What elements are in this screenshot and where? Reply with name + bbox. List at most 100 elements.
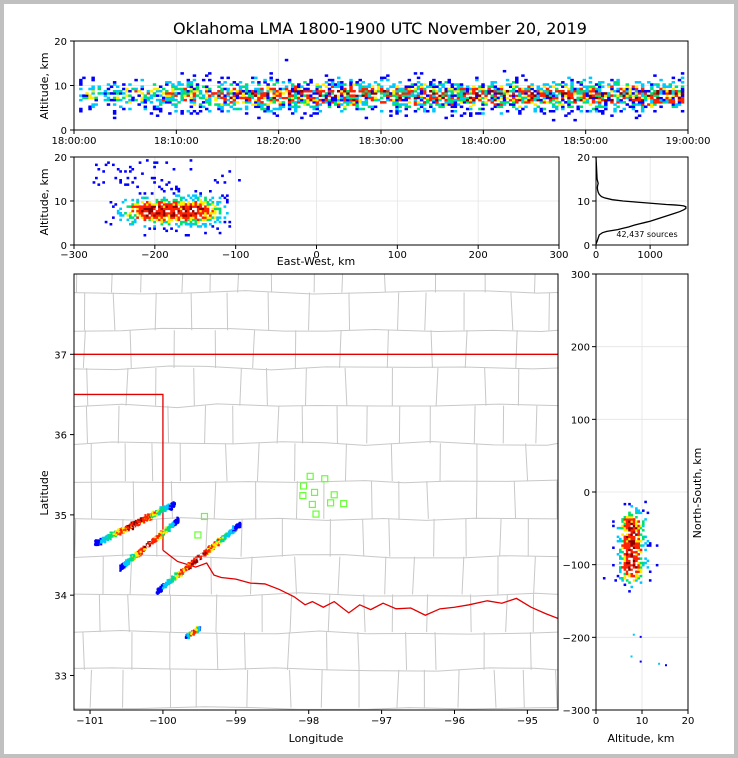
time-height-cell [533,89,537,93]
ew-height-cell [143,218,147,222]
map-source-cell [126,563,129,566]
ns-height-ytick-label: 200 [571,343,590,354]
time-height-cell [490,101,494,104]
ew-height-cell [148,212,152,215]
lma-station-marker [299,492,307,500]
time-height-cell [395,109,399,113]
time-height-cell [318,98,323,102]
time-height-cell [444,94,448,97]
time-height-cell [330,89,335,93]
time-height-cell [607,98,611,102]
time-height-cell [475,87,479,91]
time-height-cell [493,94,498,97]
ns-height-cell [628,550,631,554]
county-boundary [434,632,437,670]
time-height-cell [281,103,286,106]
map-source-cell [177,519,180,522]
time-height-cell [281,81,286,84]
time-height-cell [349,94,353,97]
time-height-cell [343,101,347,104]
time-height-cell [361,103,366,106]
time-height-cell [533,94,537,97]
county-boundary [289,594,293,633]
time-height-cell [137,89,141,93]
map-source-cell [158,508,162,511]
map-source-cell [180,573,183,577]
county-boundary [430,330,433,368]
time-height-cell [300,85,304,89]
time-height-cell [444,92,448,95]
ew-height-cell [160,223,164,226]
time-height-cell [419,94,424,97]
time-height-cell [115,98,120,102]
ns-height-cell [612,520,615,523]
ns-height-cell [628,526,631,530]
time-height-cell [318,103,323,106]
time-height-cell [570,101,574,104]
time-height-cell [168,81,172,84]
ns-height-cell [623,546,627,549]
time-height-cell [521,101,525,104]
time-height-cell [481,89,485,93]
ns-height-cell [639,550,643,554]
time-height-cell [484,92,488,95]
ns-height-cell [635,539,638,543]
time-height-cell [229,83,234,86]
time-height-cell [570,87,574,91]
map-source-cell [107,536,110,539]
time-height-cell [435,85,439,89]
time-height-cell [582,98,587,102]
time-height-cell [97,85,102,89]
ew-height-cell [216,181,219,184]
map-source-cell [204,549,207,552]
time-height-cell [481,112,485,115]
time-height-cell [561,96,565,100]
time-height-cell [502,92,507,95]
time-height-cell [432,107,436,111]
time-height-cell [570,83,574,86]
ew-height-cell [184,234,188,237]
time-height-cell [647,96,651,100]
time-height-cell [115,85,120,89]
map-xtick-label: −101 [76,716,103,727]
county-boundary [555,669,558,708]
time-height-cell [165,96,169,100]
ew-height-cell [189,225,193,228]
time-height-cell [315,94,319,97]
ew-height-cell [218,212,222,215]
time-height-cell [112,83,117,86]
time-height-cell [481,87,485,91]
time-height-cell [499,112,504,115]
ew-height-cell [189,220,193,224]
ns-height-cell [621,533,624,536]
map-source-cell [186,634,189,637]
time-height-cell [650,85,654,89]
time-height-cell [324,94,329,97]
time-height-cell [429,83,433,86]
time-height-cell [475,94,479,97]
time-height-cell [628,92,633,95]
ew-height-cell [199,214,203,217]
time-height-cell [94,98,98,102]
map-source-cell [161,510,164,513]
time-height-cell [324,81,329,84]
time-height-cell [195,89,200,93]
ns-height-cell [623,502,627,506]
time-height-cell [576,98,580,102]
time-height-cell [158,94,163,97]
time-height-cell [336,105,341,109]
ew-height-cell [194,194,198,197]
time-height-cell [625,85,630,89]
map-source-cell [211,548,214,551]
ew-height-cell [131,203,135,206]
county-boundary [362,518,365,557]
time-height-cell [505,94,510,97]
time-height-cell [336,81,341,84]
time-height-cell [469,112,473,115]
map-source-cell [130,521,133,524]
time-height-cell [465,85,470,89]
county-boundary [74,630,558,635]
time-height-cell [195,85,200,89]
time-height-cell [453,87,458,91]
time-height-cell [189,85,194,89]
